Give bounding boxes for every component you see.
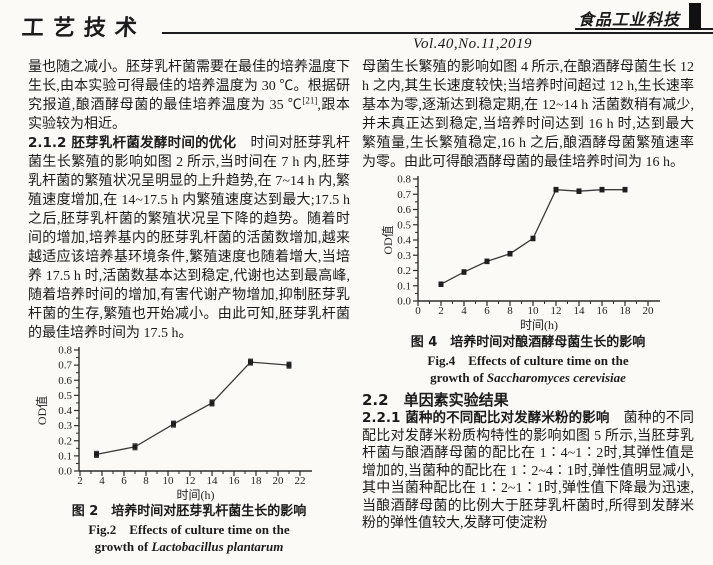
svg-text:0: 0 [415,305,421,317]
svg-text:时间(h): 时间(h) [177,488,215,502]
sec221-heading: 2.2.1 菌种的不同配比对发酵米粉的影响 [362,410,610,426]
figure-2: 2 4 6 8 10 12 14 16 18 20 22 0.0 0.1 0.2 0.3 0.4 0.5 0.6 0… [28,345,350,555]
journal-logo-underline [575,28,713,30]
svg-text:0.8: 0.8 [58,345,72,357]
svg-text:0.5: 0.5 [58,390,72,402]
svg-text:14: 14 [574,305,586,317]
sec212-heading: 2.1.2 胚芽乳杆菌发酵时间的优化 [28,135,237,151]
svg-text:16: 16 [597,305,609,317]
volume-issue: Vol.40,No.11,2019 [413,36,533,52]
fig4-caption-growth-of: growth of [430,370,487,385]
sec212-body: 时间对胚芽乳杆菌生长繁殖的影响如图 2 所示,当时间在 7 h 内,胚芽乳杆菌的… [28,136,350,341]
fig2-species-name: Lactobacillus plantarum [151,539,284,554]
svg-text:0.8: 0.8 [397,174,411,186]
svg-text:0.3: 0.3 [397,250,411,262]
svg-text:0.1: 0.1 [58,450,72,462]
sec221-body: 菌种的不同配比对发酵米粉质构特性的影响如图 5 所示,当胚芽乳杆菌与酿酒酵母菌的… [362,411,694,531]
svg-text:0.4: 0.4 [397,235,411,247]
header-rule [162,32,713,34]
svg-text:12: 12 [185,475,196,487]
fig2-caption-zh: 图 2 培养时间对胚芽乳杆菌生长的影响 [71,504,307,519]
svg-text:0.2: 0.2 [58,435,72,447]
svg-text:16: 16 [229,475,241,487]
svg-text:0.6: 0.6 [397,204,411,216]
svg-text:0.7: 0.7 [397,189,411,201]
right-column: 母菌生长繁殖的影响如图 4 所示,在酿酒酵母菌生长 12 h 之内,其生长速度较… [362,58,694,533]
fig2-caption-en-line1: Fig.2 Effects of culture time on the [88,522,290,537]
sec22-heading: 2.2 单因素实验结果 [362,391,509,409]
svg-text:0.1: 0.1 [397,280,411,292]
svg-text:8: 8 [507,305,513,317]
svg-text:10: 10 [528,305,540,317]
svg-text:时间(h): 时间(h) [520,318,558,332]
svg-text:2: 2 [77,475,83,487]
journal-logo: 食品工业科技 [578,10,681,29]
svg-text:6: 6 [121,475,127,487]
paragraph-temperature: 量也随之减小。胚芽乳杆菌需要在最佳的培养温度下生长,由本实验可得最佳的培养温度为… [28,58,350,134]
svg-text:10: 10 [163,475,175,487]
paragraph-yeast-time: 母菌生长繁殖的影响如图 4 所示,在酿酒酵母菌生长 12 h 之内,其生长速度较… [362,60,694,170]
svg-text:OD值: OD值 [34,396,49,425]
paragraph-temperature-end: ,跟本实验较为相近。 [28,98,351,132]
svg-text:8: 8 [143,475,149,487]
svg-text:0.3: 0.3 [58,420,72,432]
fig2-chart: 2 4 6 8 10 12 14 16 18 20 22 0.0 0.1 0.2 0.3 0.4 0.5 0.6 0… [34,345,312,502]
svg-text:4: 4 [99,475,105,487]
svg-text:0.7: 0.7 [58,360,72,372]
journal-logo-bar [689,3,701,30]
section-banner: 工艺技术 [20,16,147,41]
fig2-caption-growth-of: growth of [94,539,152,554]
svg-text:12: 12 [551,305,562,317]
svg-text:OD值: OD值 [380,225,395,254]
svg-text:0.0: 0.0 [58,466,72,478]
paragraph-temperature-text: 量也随之减小。胚芽乳杆菌需要在最佳的培养温度下生长,由本实验可得最佳的培养温度为… [28,60,350,113]
svg-text:6: 6 [484,305,490,317]
fig4-caption-en-line1: Fig.4 Effects of culture time on the [427,353,629,368]
svg-text:0.0: 0.0 [397,296,411,308]
fig2-caption-en-line2: growth of Lactobacillus plantarum [28,538,350,555]
svg-text:20: 20 [273,475,285,487]
svg-text:18: 18 [251,475,263,487]
svg-text:0.6: 0.6 [58,375,72,387]
svg-text:4: 4 [461,305,467,317]
fig4-species-name: Saccharomyces cerevisiae [486,370,626,385]
fig4-caption-zh: 图 4 培养时间对酿酒酵母菌生长的影响 [410,335,646,350]
fig4-chart: 0 2 4 6 8 10 12 14 16 18 20 0.0 0.1 0.2 0.3 0.4 0.5 0.6 0.… [380,174,660,332]
left-column: 量也随之减小。胚芽乳杆菌需要在最佳的培养温度下生长,由本实验可得最佳的培养温度为… [28,58,350,555]
figure-4: 0 2 4 6 8 10 12 14 16 18 20 0.0 0.1 0.2 0.3 0.4 0.5 0.6 0.… [362,174,694,386]
fig4-caption-en-line2: growth of Saccharomyces cerevisiae [362,369,694,386]
citation-ref-21: [21] [302,95,318,106]
svg-text:0.2: 0.2 [397,265,411,277]
svg-text:18: 18 [620,305,632,317]
svg-text:22: 22 [295,475,306,487]
svg-text:2: 2 [438,305,444,317]
svg-text:0.4: 0.4 [58,405,72,417]
paragraph-sec221: 2.2.1 菌种的不同配比对发酵米粉的影响 菌种的不同配比对发酵米粉质构特性的影… [362,410,694,533]
svg-text:20: 20 [643,305,655,317]
svg-text:14: 14 [207,475,219,487]
svg-text:0.5: 0.5 [397,219,411,231]
paragraph-sec212: 2.1.2 胚芽乳杆菌发酵时间的优化 时间对胚芽乳杆菌生长繁殖的影响如图 2 所… [28,134,350,343]
